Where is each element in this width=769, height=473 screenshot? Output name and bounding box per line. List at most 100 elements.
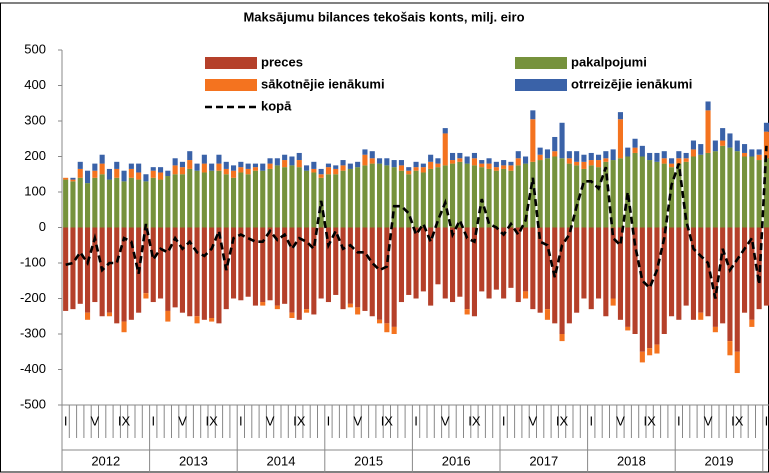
bar [530, 161, 536, 228]
legend-swatch [205, 57, 257, 69]
x-tick-label: IX [206, 413, 219, 428]
bar [333, 227, 339, 295]
bar [333, 168, 339, 175]
bar [325, 174, 331, 228]
bar [85, 170, 91, 184]
year-label: 2018 [617, 453, 646, 468]
bar [552, 151, 558, 157]
bar [690, 156, 696, 228]
bar [625, 156, 631, 228]
y-tick-label: -500 [20, 396, 46, 411]
x-tick-label: V [616, 413, 625, 428]
bar [698, 154, 704, 228]
bar [231, 170, 237, 178]
bar [355, 167, 361, 228]
bar [209, 318, 215, 322]
bar [647, 160, 653, 228]
bar [479, 227, 485, 292]
bar [683, 152, 689, 159]
bar [377, 227, 383, 320]
bar [471, 152, 477, 159]
bar [734, 351, 740, 374]
bar [143, 174, 149, 182]
bar [304, 170, 310, 228]
bar [77, 168, 83, 178]
bar [413, 227, 419, 299]
bar [413, 161, 419, 168]
year-label: 2016 [442, 453, 471, 468]
bar [450, 152, 456, 161]
chart-title: Maksājumu bilances tekošais konts, milj.… [243, 9, 524, 24]
bar [209, 227, 215, 319]
bar [530, 227, 536, 310]
bar [172, 165, 178, 175]
x-tick-label: I [239, 413, 243, 428]
bar [544, 227, 550, 310]
bar [508, 227, 514, 288]
bar [267, 163, 273, 169]
bar [282, 160, 288, 168]
bar [676, 158, 682, 164]
x-tick-label: IX [468, 413, 481, 428]
bar [515, 158, 521, 166]
bar [428, 168, 434, 228]
bar [377, 163, 383, 228]
bar [566, 163, 572, 228]
bar [282, 227, 288, 304]
x-tick-label: IX [381, 413, 394, 428]
bar [347, 163, 353, 169]
bar [617, 112, 623, 120]
bar [493, 167, 499, 171]
bar [756, 149, 762, 155]
bar [318, 174, 324, 178]
bar [763, 158, 769, 228]
bar [106, 312, 112, 317]
bar [742, 156, 748, 228]
bar [559, 122, 565, 159]
bar [172, 174, 178, 228]
bar [179, 167, 185, 175]
bar [705, 152, 711, 228]
y-tick-label: 500 [24, 41, 46, 56]
bar [260, 302, 266, 306]
bar [581, 161, 587, 169]
y-tick-label: -200 [20, 290, 46, 305]
bar [216, 170, 222, 228]
bar [231, 227, 237, 299]
bar [92, 177, 98, 228]
bar [742, 227, 748, 313]
bar [749, 149, 755, 157]
bar [260, 170, 266, 228]
bar [92, 170, 98, 178]
bar [690, 227, 696, 320]
x-tick-label: I [327, 413, 331, 428]
bar [596, 154, 602, 161]
bar [384, 227, 390, 324]
bar [194, 227, 200, 317]
bar [304, 227, 310, 310]
bar [121, 170, 127, 182]
bar [669, 227, 675, 317]
bar [143, 181, 149, 228]
bar [274, 227, 280, 306]
bar [238, 161, 244, 168]
bar [311, 172, 317, 228]
bar [712, 326, 718, 333]
bar [603, 158, 609, 162]
bar [669, 158, 675, 164]
bar [274, 165, 280, 228]
bar [574, 227, 580, 313]
bar [530, 119, 536, 162]
bar [92, 163, 98, 171]
bar [406, 174, 412, 228]
bar [464, 163, 470, 228]
y-tick-label: -100 [20, 254, 46, 269]
x-tick-label: I [414, 413, 418, 428]
bar [384, 158, 390, 166]
bar [654, 227, 660, 345]
bar [493, 227, 499, 290]
bar [756, 160, 762, 228]
x-tick-label: I [589, 413, 593, 428]
bar [70, 227, 76, 310]
